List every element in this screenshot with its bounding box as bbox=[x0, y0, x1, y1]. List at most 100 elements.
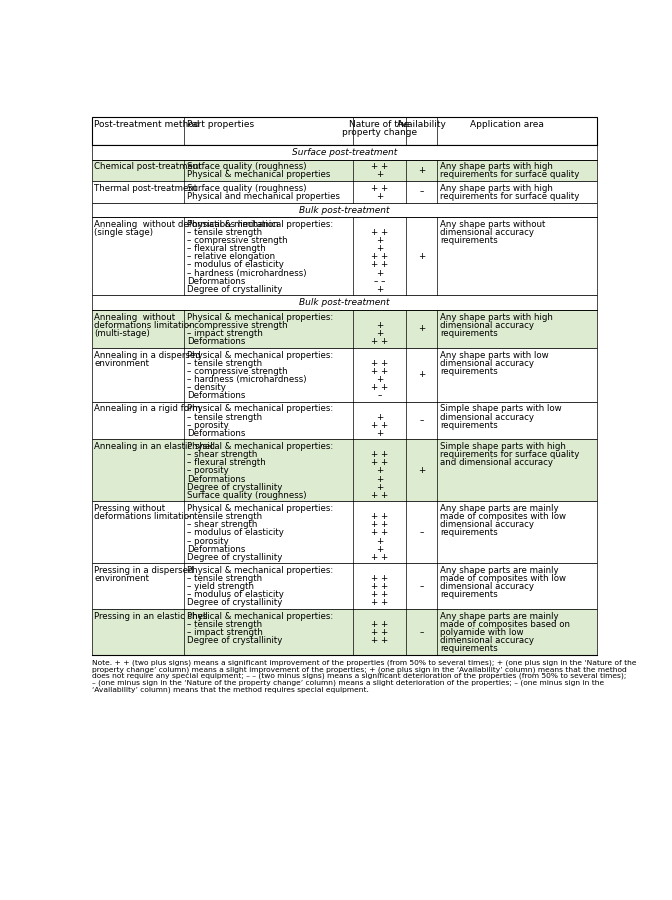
Text: + +: + + bbox=[371, 420, 388, 429]
Text: property change’ column) means a slight improvement of the properties; + (one pl: property change’ column) means a slight … bbox=[92, 666, 626, 672]
Text: Thermal post-treatment: Thermal post-treatment bbox=[95, 184, 198, 193]
Text: Bulk post-treatment: Bulk post-treatment bbox=[299, 298, 390, 307]
Text: –: – bbox=[419, 187, 423, 196]
Text: Any shape parts are mainly: Any shape parts are mainly bbox=[440, 504, 558, 513]
Text: Annealing  without: Annealing without bbox=[95, 313, 175, 322]
Text: – porosity: – porosity bbox=[187, 466, 228, 475]
Text: Physical & mechanical properties:: Physical & mechanical properties: bbox=[187, 566, 333, 575]
Text: + +: + + bbox=[371, 491, 388, 500]
Text: Any shape parts with high: Any shape parts with high bbox=[440, 313, 553, 322]
Text: +: + bbox=[376, 428, 383, 437]
Text: Annealing in a rigid form: Annealing in a rigid form bbox=[95, 404, 201, 413]
Text: Annealing in an elastic shell: Annealing in an elastic shell bbox=[95, 442, 216, 451]
Text: +: + bbox=[376, 474, 383, 483]
Text: – –: – – bbox=[374, 276, 385, 285]
Text: + +: + + bbox=[371, 184, 388, 193]
Text: + +: + + bbox=[371, 512, 388, 521]
Text: Physical & mechanical properties:: Physical & mechanical properties: bbox=[187, 220, 333, 229]
Text: requirements for surface quality: requirements for surface quality bbox=[440, 450, 579, 459]
Text: dimensional accuracy: dimensional accuracy bbox=[440, 636, 534, 645]
Text: Physical and mechanical properties: Physical and mechanical properties bbox=[187, 192, 340, 201]
Text: Deformations: Deformations bbox=[187, 428, 245, 437]
Text: + +: + + bbox=[371, 528, 388, 537]
Text: – shear strength: – shear strength bbox=[187, 450, 257, 459]
Text: Surface quality (roughness): Surface quality (roughness) bbox=[187, 162, 306, 171]
Text: – compressive strength: – compressive strength bbox=[187, 321, 288, 330]
Text: Surface quality (roughness): Surface quality (roughness) bbox=[187, 491, 306, 500]
Text: – compressive strength: – compressive strength bbox=[187, 236, 288, 245]
Text: + +: + + bbox=[371, 366, 388, 375]
Text: +: + bbox=[376, 544, 383, 554]
Text: dimensional accuracy: dimensional accuracy bbox=[440, 358, 534, 367]
Text: – modulus of elasticity: – modulus of elasticity bbox=[187, 260, 284, 269]
Text: dimensional accuracy: dimensional accuracy bbox=[440, 412, 534, 421]
Bar bbox=[92, 310, 597, 348]
Text: + +: + + bbox=[371, 338, 388, 346]
Text: – tensile strength: – tensile strength bbox=[187, 574, 262, 583]
Text: + +: + + bbox=[371, 260, 388, 269]
Text: polyamide with low: polyamide with low bbox=[440, 628, 523, 637]
Text: Degree of crystallinity: Degree of crystallinity bbox=[187, 636, 282, 645]
Text: Pressing without: Pressing without bbox=[95, 504, 165, 513]
Text: Physical & mechanical properties:: Physical & mechanical properties: bbox=[187, 504, 333, 513]
Text: +: + bbox=[418, 252, 425, 261]
Text: Any shape parts are mainly: Any shape parts are mainly bbox=[440, 566, 558, 575]
Bar bbox=[92, 202, 597, 217]
Text: + +: + + bbox=[371, 252, 388, 261]
Text: +: + bbox=[418, 370, 425, 379]
Text: – tensile strength: – tensile strength bbox=[187, 512, 262, 521]
Text: dimensional accuracy: dimensional accuracy bbox=[440, 582, 534, 591]
Text: deformations limitation: deformations limitation bbox=[95, 321, 195, 330]
Text: + +: + + bbox=[371, 228, 388, 237]
Text: Deformations: Deformations bbox=[187, 474, 245, 483]
Text: Post-treatment method: Post-treatment method bbox=[95, 120, 200, 129]
Text: requirements: requirements bbox=[440, 420, 498, 429]
Text: Availability: Availability bbox=[396, 120, 446, 129]
Text: Physical & mechanical properties:: Physical & mechanical properties: bbox=[187, 350, 333, 359]
Text: requirements for surface quality: requirements for surface quality bbox=[440, 170, 579, 179]
Text: Annealing in a dispersed: Annealing in a dispersed bbox=[95, 350, 201, 359]
Text: –: – bbox=[419, 582, 423, 591]
Text: property change: property change bbox=[342, 128, 417, 137]
Text: (single stage): (single stage) bbox=[95, 228, 153, 237]
Text: Nature of the: Nature of the bbox=[349, 120, 410, 129]
Text: and dimensional accuracy: and dimensional accuracy bbox=[440, 458, 553, 467]
Text: – compressive strength: – compressive strength bbox=[187, 366, 288, 375]
Text: +: + bbox=[376, 321, 383, 330]
Text: + +: + + bbox=[371, 450, 388, 459]
Text: Degree of crystallinity: Degree of crystallinity bbox=[187, 482, 282, 491]
Text: +: + bbox=[376, 284, 383, 293]
Text: –: – bbox=[378, 391, 382, 400]
Text: +: + bbox=[376, 244, 383, 253]
Text: – porosity: – porosity bbox=[187, 536, 228, 545]
Text: environment: environment bbox=[95, 358, 149, 367]
Text: Degree of crystallinity: Degree of crystallinity bbox=[187, 284, 282, 293]
Text: requirements: requirements bbox=[440, 236, 498, 245]
Text: Physical & mechanical properties:: Physical & mechanical properties: bbox=[187, 612, 333, 621]
Text: +: + bbox=[418, 166, 425, 175]
Text: Note. + + (two plus signs) means a significant improvement of the properties (fr: Note. + + (two plus signs) means a signi… bbox=[92, 660, 636, 666]
Text: – yield strength: – yield strength bbox=[187, 582, 254, 591]
Bar bbox=[92, 401, 597, 439]
Text: – tensile strength: – tensile strength bbox=[187, 358, 262, 367]
Text: made of composites with low: made of composites with low bbox=[440, 574, 566, 583]
Text: deformations limitation: deformations limitation bbox=[95, 512, 195, 521]
Text: – tensile strength: – tensile strength bbox=[187, 412, 262, 421]
Text: ‘Availability’ column) means that the method requires special equipment.: ‘Availability’ column) means that the me… bbox=[92, 687, 369, 693]
Text: –: – bbox=[419, 528, 423, 537]
Text: +: + bbox=[376, 374, 383, 383]
Text: Annealing  without deformations limitation: Annealing without deformations limitatio… bbox=[95, 220, 279, 229]
Text: – tensile strength: – tensile strength bbox=[187, 228, 262, 237]
Text: made of composites with low: made of composites with low bbox=[440, 512, 566, 521]
Text: dimensional accuracy: dimensional accuracy bbox=[440, 321, 534, 330]
Bar bbox=[92, 609, 597, 655]
Text: +: + bbox=[376, 466, 383, 475]
Text: Pressing in a dispersed: Pressing in a dispersed bbox=[95, 566, 194, 575]
Text: + +: + + bbox=[371, 458, 388, 467]
Bar bbox=[92, 439, 597, 501]
Text: + +: + + bbox=[371, 636, 388, 645]
Text: environment: environment bbox=[95, 574, 149, 583]
Text: Any shape parts with high: Any shape parts with high bbox=[440, 162, 553, 171]
Text: – (one minus sign in the ‘Nature of the property change’ column) means a slight : – (one minus sign in the ‘Nature of the … bbox=[92, 680, 604, 686]
Text: – porosity: – porosity bbox=[187, 420, 228, 429]
